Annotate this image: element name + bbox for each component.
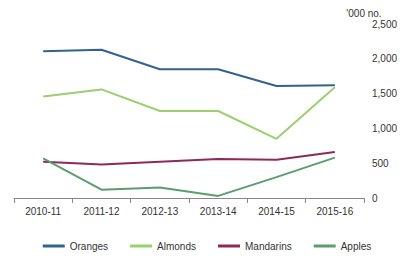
svg-text:500: 500: [372, 158, 389, 169]
svg-text:Mandarins: Mandarins: [245, 241, 292, 252]
svg-text:2015-16: 2015-16: [316, 206, 353, 217]
svg-text:Almonds: Almonds: [157, 241, 196, 252]
svg-text:Apples: Apples: [341, 241, 372, 252]
svg-text:'000 no.: '000 no.: [346, 8, 381, 19]
svg-text:2013-14: 2013-14: [200, 206, 237, 217]
svg-text:0: 0: [372, 193, 378, 204]
svg-text:2014-15: 2014-15: [258, 206, 295, 217]
svg-text:2012-13: 2012-13: [141, 206, 178, 217]
svg-text:2011-12: 2011-12: [84, 206, 120, 217]
svg-text:1,500: 1,500: [372, 88, 397, 99]
svg-text:2,000: 2,000: [372, 53, 397, 64]
svg-text:Oranges: Oranges: [70, 241, 108, 252]
svg-text:2,500: 2,500: [372, 19, 397, 30]
svg-text:1,000: 1,000: [372, 123, 397, 134]
svg-text:2010-11: 2010-11: [25, 206, 61, 217]
